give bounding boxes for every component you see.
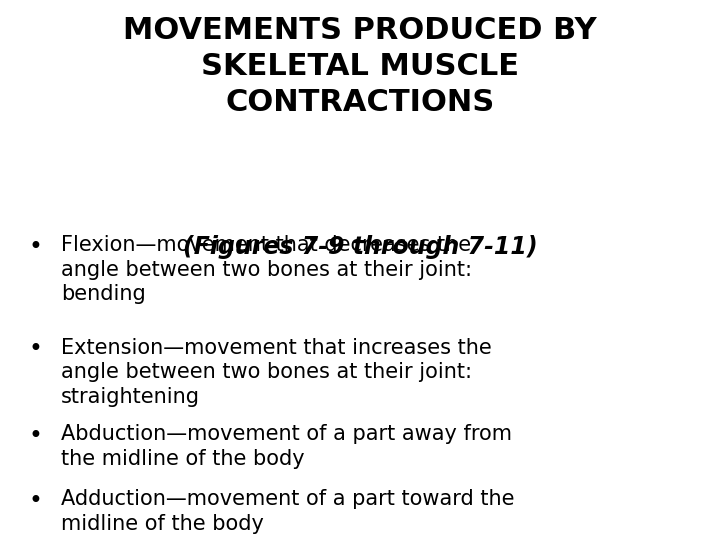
Text: •: • xyxy=(29,489,42,512)
Text: Abduction—movement of a part away from
the midline of the body: Abduction—movement of a part away from t… xyxy=(61,424,512,469)
Text: MOVEMENTS PRODUCED BY
SKELETAL MUSCLE
CONTRACTIONS: MOVEMENTS PRODUCED BY SKELETAL MUSCLE CO… xyxy=(123,16,597,117)
Text: (Figures 7-9 through 7-11): (Figures 7-9 through 7-11) xyxy=(183,235,537,259)
Text: Adduction—movement of a part toward the
midline of the body: Adduction—movement of a part toward the … xyxy=(61,489,515,534)
Text: •: • xyxy=(29,338,42,361)
Text: •: • xyxy=(29,424,42,448)
Text: Flexion—movement that decreases the
angle between two bones at their joint:
bend: Flexion—movement that decreases the angl… xyxy=(61,235,472,305)
Text: •: • xyxy=(29,235,42,259)
Text: Extension—movement that increases the
angle between two bones at their joint:
st: Extension—movement that increases the an… xyxy=(61,338,492,407)
